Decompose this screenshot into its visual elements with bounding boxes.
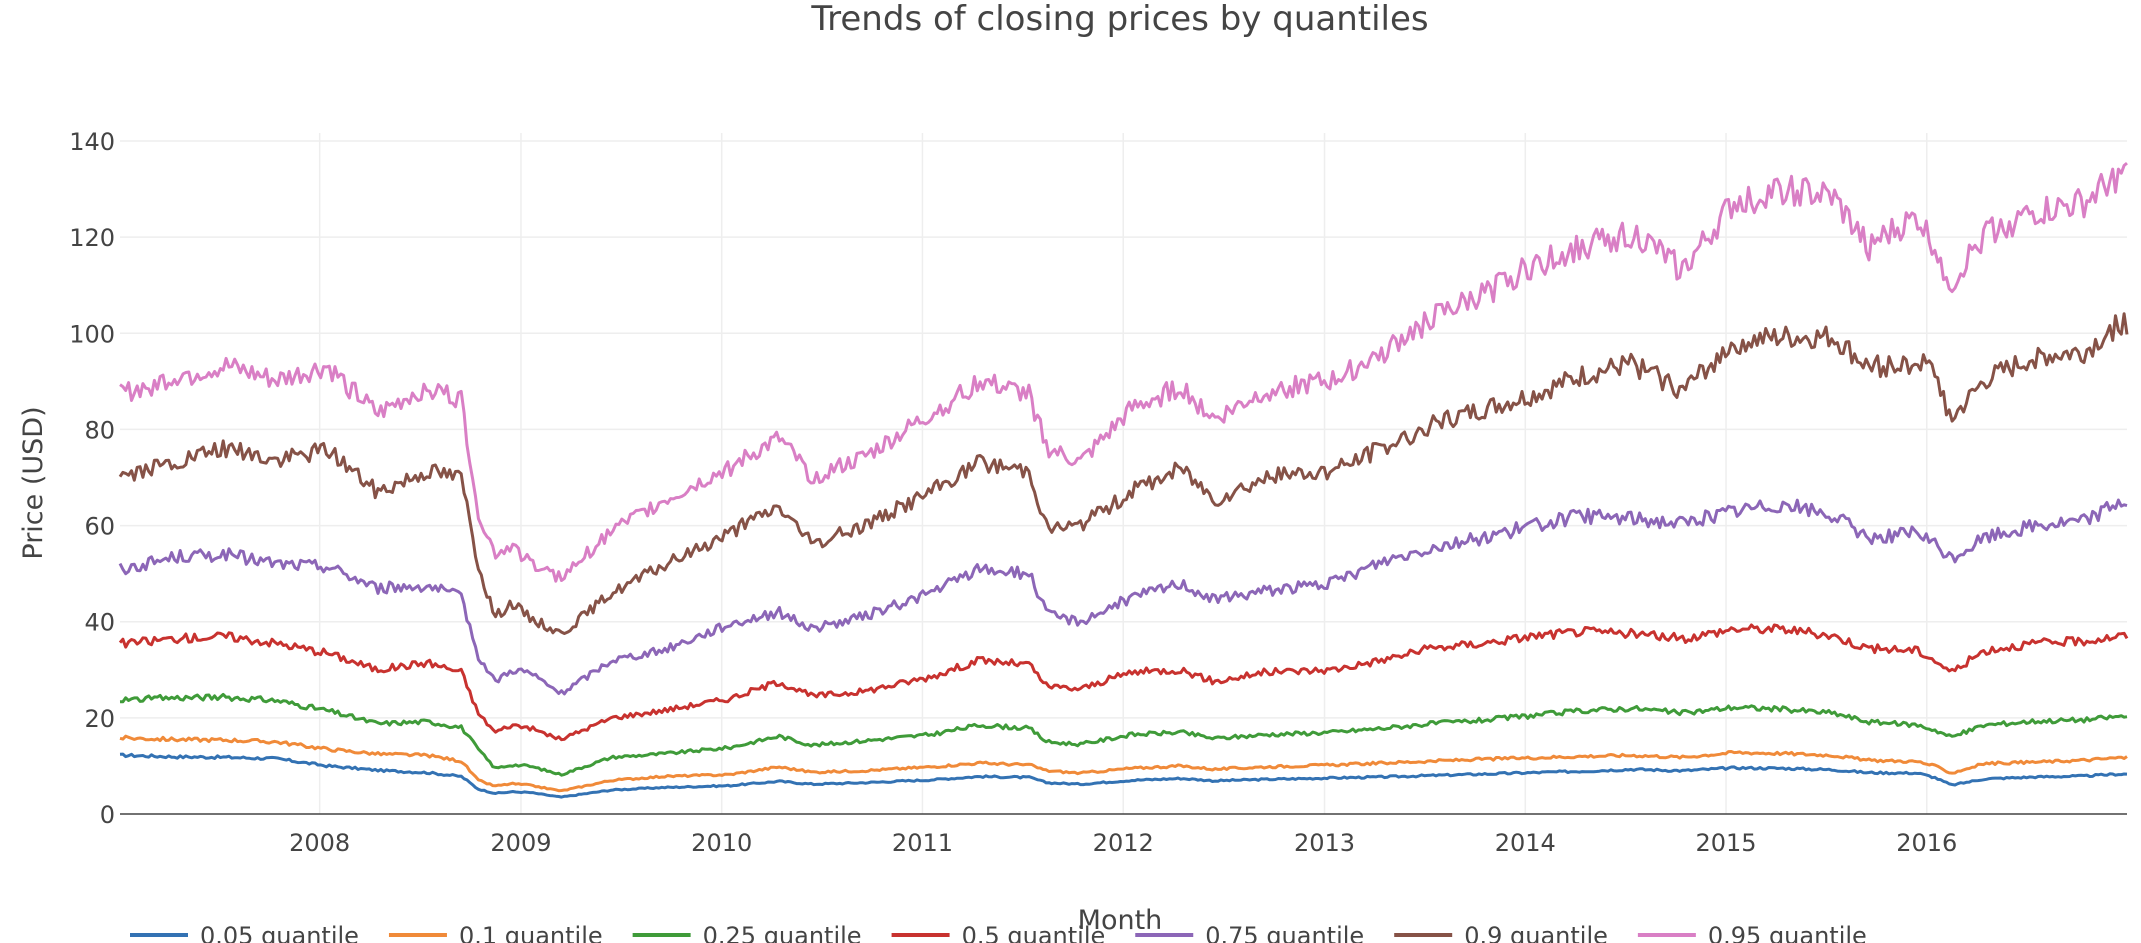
- y-tick-label: 0: [100, 801, 115, 829]
- y-tick-label: 60: [84, 513, 115, 541]
- y-tick-label: 40: [84, 609, 115, 637]
- series-line: [119, 734, 2128, 793]
- y-tick-labels: 0 20 40 60 80 100 120 140: [69, 128, 115, 829]
- x-tick-label: 2014: [1495, 829, 1556, 857]
- x-tick-label: 2009: [490, 829, 551, 857]
- legend-item: 0.95 quantile: [1708, 922, 1867, 943]
- y-tick-label: 120: [69, 224, 115, 252]
- y-axis-title: Price (USD): [18, 406, 49, 559]
- legend: 0.05 quantile 0.1 quantile 0.25 quantile 0.…: [130, 922, 1867, 943]
- x-axis-title: Month: [1078, 905, 1163, 936]
- legend-item: 0.9 quantile: [1464, 922, 1608, 943]
- legend-item: 0.05 quantile: [200, 922, 359, 943]
- y-tick-label: 80: [84, 416, 115, 444]
- x-tick-label: 2011: [892, 829, 953, 857]
- y-tick-label: 140: [69, 128, 115, 156]
- x-tick-label: 2008: [289, 829, 350, 857]
- chart-title: Trends of closing prices by quantiles: [810, 0, 1428, 39]
- x-tick-labels: 2008 2009 2010 2011 2012 2013 2014 2015 2016: [289, 829, 1957, 857]
- series-line: [118, 312, 2129, 635]
- x-tick-label: 2012: [1093, 829, 1154, 857]
- series-line: [119, 752, 2128, 799]
- y-tick-label: 20: [84, 705, 115, 733]
- y-tick-label: 100: [69, 320, 115, 348]
- x-tick-label: 2016: [1896, 829, 1957, 857]
- x-tick-label: 2013: [1294, 829, 1355, 857]
- series-line: [119, 161, 2128, 583]
- legend-item: 0.25 quantile: [703, 922, 862, 943]
- series-layer: [118, 161, 2129, 799]
- x-tick-label: 2010: [691, 829, 752, 857]
- series-line: [118, 498, 2128, 696]
- series-line: [118, 623, 2129, 742]
- x-tick-label: 2015: [1696, 829, 1757, 857]
- series-line: [119, 692, 2128, 777]
- legend-item: 0.75 quantile: [1205, 922, 1364, 943]
- legend-item: 0.1 quantile: [459, 922, 603, 943]
- legend-item: 0.5 quantile: [962, 922, 1106, 943]
